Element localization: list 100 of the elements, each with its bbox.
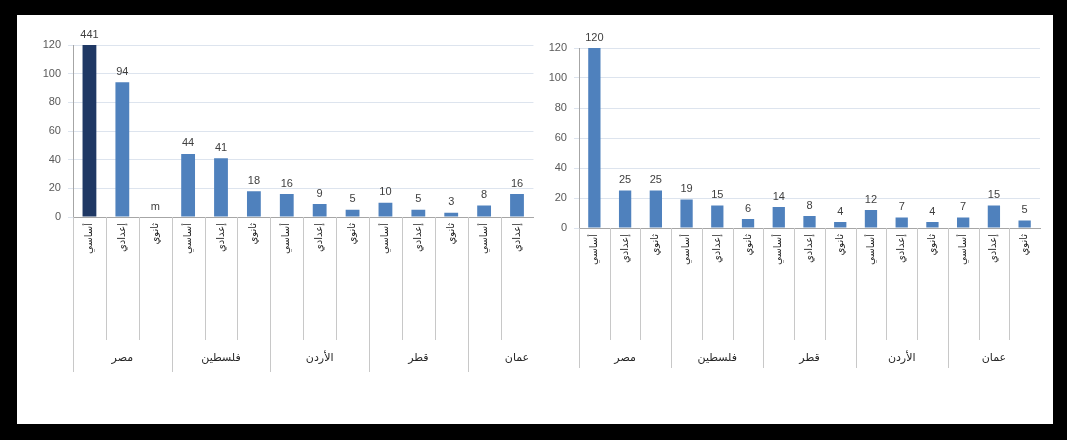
data-label: 5: [415, 192, 422, 205]
bar: [926, 222, 939, 228]
y-tick-label: 0: [560, 221, 567, 234]
bar: [618, 190, 632, 228]
bar: [444, 212, 459, 217]
bar: [345, 209, 360, 217]
x-tick-label: أساسي: [863, 233, 877, 265]
x-tick-label: إعدادي: [803, 233, 816, 264]
data-label: 5: [349, 192, 356, 205]
y-tick-label: 20: [48, 181, 61, 194]
data-label: 4: [929, 204, 936, 217]
y-tick-label: 120: [42, 38, 61, 51]
y-tick-label: 0: [54, 210, 61, 223]
data-label: 41: [214, 140, 228, 153]
y-tick-label: 120: [548, 41, 567, 54]
bar: [246, 191, 261, 217]
bar: [895, 217, 908, 228]
data-label: 6: [744, 201, 752, 214]
annotation: 441: [80, 27, 99, 40]
data-label: 10: [379, 185, 392, 198]
bar: [588, 48, 601, 228]
data-label: 8: [481, 188, 488, 201]
y-tick-label: 100: [42, 66, 61, 79]
data-label: 25: [649, 173, 662, 186]
x-tick-label: ثانوي: [833, 233, 846, 256]
bar: [741, 219, 755, 228]
bar: [987, 205, 1001, 228]
y-tick-label: 60: [554, 131, 567, 144]
text: عمان: [504, 350, 530, 364]
bar: [115, 82, 130, 217]
data-label: 16: [280, 176, 293, 189]
x-tick-label: إعدادي: [618, 233, 631, 264]
data-label: 4: [837, 204, 844, 217]
x-tick-label: أساسي: [180, 222, 194, 254]
text: فلسطين: [201, 350, 241, 364]
bar: [772, 207, 785, 228]
text: عمان: [981, 350, 1007, 364]
bar: [82, 45, 97, 217]
y-tick-label: 80: [48, 95, 61, 108]
x-tick-label: إعدادي: [214, 222, 227, 253]
data-label: 19: [680, 182, 693, 195]
y-tick-label: 20: [554, 191, 567, 204]
bar: [649, 190, 662, 228]
bar: [803, 216, 816, 228]
bar: [181, 153, 196, 217]
y-tick-label: 80: [554, 101, 567, 114]
text: الأردن: [887, 349, 916, 364]
bar: [378, 202, 393, 217]
data-label: 5: [1021, 203, 1028, 216]
x-tick-label: إعدادي: [115, 222, 128, 253]
data-label: 16: [510, 176, 524, 189]
data-label: 14: [772, 189, 785, 202]
x-tick-label: أساسي: [586, 233, 600, 265]
bar: [711, 205, 724, 228]
text: مصر: [613, 350, 636, 364]
x-tick-label: ثانوي: [1018, 233, 1031, 256]
x-tick-label: إعدادي: [895, 233, 908, 264]
x-tick-label: ثانوي: [741, 233, 754, 256]
y-tick-label: 40: [48, 152, 61, 165]
data-label: 3: [448, 195, 455, 208]
x-tick-label: أساسي: [378, 222, 392, 254]
bar: [477, 205, 492, 217]
x-tick-label: ثانوي: [148, 222, 161, 245]
data-label: 7: [898, 200, 905, 213]
x-tick-label: ثانوي: [346, 222, 359, 245]
data-label: 94: [116, 64, 129, 77]
x-tick-label: ثانوي: [444, 222, 457, 245]
x-tick-label: أساسي: [771, 233, 785, 265]
y-tick-label: 60: [48, 124, 61, 137]
data-label: 15: [987, 188, 1001, 201]
x-tick-label: أساسي: [679, 233, 693, 265]
data-label: 120: [585, 30, 604, 43]
text: فلسطين: [697, 350, 738, 364]
text: قطر: [798, 350, 820, 364]
x-tick-label: أساسي: [955, 233, 969, 265]
x-tick-label: أساسي: [82, 222, 96, 254]
x-tick-label: إعدادي: [411, 222, 424, 253]
bar: [214, 158, 228, 217]
x-tick-label: إعدادي: [710, 233, 723, 264]
data-label: 25: [618, 173, 632, 186]
bar: [279, 194, 294, 217]
data-label: 9: [316, 186, 323, 199]
data-label: 44: [181, 136, 195, 149]
x-tick-label: ثانوي: [247, 222, 260, 245]
bar: [864, 210, 878, 228]
x-tick-label: ثانوي: [926, 233, 939, 256]
x-tick-label: إعدادي: [313, 222, 326, 253]
x-tick-label: أساسي: [476, 222, 490, 254]
bar: [1018, 220, 1031, 228]
bar: [312, 204, 327, 217]
data-label: 8: [806, 198, 813, 211]
x-tick-label: إعدادي: [987, 233, 1000, 264]
x-tick-label: ثانوي: [649, 233, 662, 256]
data-label: 15: [711, 188, 724, 201]
bar: [510, 194, 524, 217]
data-label: 18: [247, 173, 261, 186]
text: مصر: [110, 350, 134, 364]
x-tick-label: إعدادي: [510, 222, 523, 253]
data-label: 12: [864, 192, 878, 205]
x-tick-label: أساسي: [279, 222, 293, 254]
